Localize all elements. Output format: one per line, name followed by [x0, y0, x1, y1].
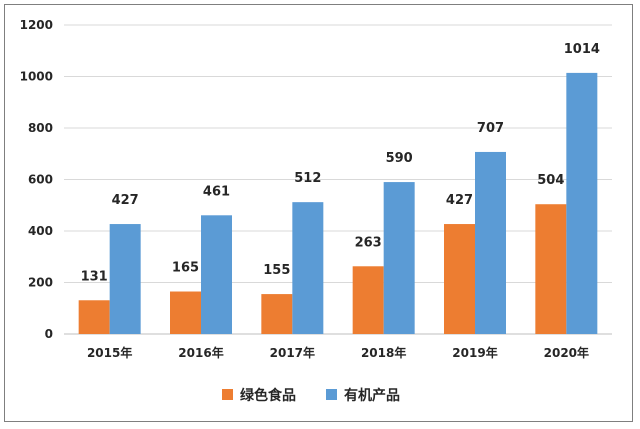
y-axis-ticks: 0 200 400 600 800 1000 1200 [20, 18, 53, 341]
legend: 绿色食品 有机产品 [222, 387, 400, 404]
gridlines [64, 24, 612, 335]
bar [170, 291, 201, 334]
x-category-label: 2019年 [452, 345, 497, 360]
bar [566, 72, 598, 335]
data-label: 707 [477, 121, 504, 136]
x-category-label: 2020年 [544, 345, 589, 360]
bar [292, 202, 324, 334]
legend-label: 有机产品 [344, 387, 400, 404]
y-tick-label: 200 [28, 276, 53, 290]
x-category-label: 2018年 [361, 345, 406, 360]
data-label: 461 [203, 184, 230, 199]
data-label: 427 [112, 193, 139, 208]
legend-label: 绿色食品 [240, 387, 296, 404]
data-label: 512 [294, 171, 321, 186]
y-tick-label: 1200 [20, 18, 53, 32]
data-labels: 131 427 165 461 155 512 263 590 427 707 504 1014 [81, 42, 600, 284]
bar [261, 294, 293, 334]
bar [78, 300, 110, 334]
bar [383, 182, 415, 334]
data-label: 165 [172, 261, 199, 276]
y-tick-label: 600 [28, 173, 53, 187]
y-tick-label: 1000 [20, 70, 53, 84]
data-label: 1014 [564, 42, 600, 57]
bar [109, 224, 141, 334]
x-axis-categories: 2015年 2016年 2017年 2018年 2019年 2020年 [87, 345, 589, 360]
x-category-label: 2016年 [178, 345, 223, 360]
bar [352, 266, 384, 334]
bar [201, 215, 232, 334]
legend-swatch [222, 389, 233, 400]
bar [475, 151, 506, 334]
y-tick-label: 800 [28, 121, 53, 135]
data-label: 427 [446, 193, 473, 208]
x-category-label: 2015年 [87, 345, 132, 360]
bar [535, 204, 567, 334]
bars [78, 72, 598, 335]
legend-swatch [326, 389, 337, 400]
y-tick-label: 0 [45, 327, 53, 341]
y-tick-label: 400 [28, 224, 53, 238]
data-label: 590 [386, 151, 413, 166]
x-category-label: 2017年 [270, 345, 315, 360]
data-label: 131 [81, 269, 108, 284]
data-label: 504 [537, 173, 564, 188]
bar [444, 224, 475, 334]
data-label: 263 [355, 235, 382, 250]
data-label: 155 [263, 263, 290, 278]
